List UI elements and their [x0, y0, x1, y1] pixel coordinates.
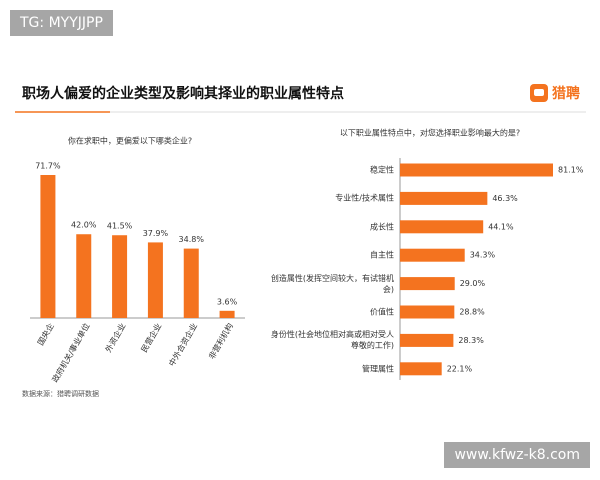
y-tick-label: 专业性/技术属性	[335, 193, 394, 203]
watermark: www.kfwz-k8.com	[444, 442, 590, 468]
bar	[400, 163, 553, 177]
watermark: TG: MYYJJPP	[10, 10, 113, 36]
logo-icon-inner	[534, 89, 544, 96]
value-label: 44.1%	[488, 222, 514, 231]
bar	[40, 175, 56, 318]
y-tick-label: 自主性	[370, 250, 394, 260]
value-label: 81.1%	[558, 166, 584, 175]
bar	[400, 305, 455, 319]
x-tick-label: 民营企业	[139, 321, 164, 354]
x-tick-label: 中外合资企业	[166, 321, 199, 368]
value-label: 37.9%	[143, 229, 169, 238]
bar	[400, 277, 455, 291]
x-tick-label: 非营利机构	[206, 321, 235, 361]
y-tick-label: 成长性	[370, 222, 394, 232]
bar	[400, 191, 488, 205]
value-label: 22.1%	[447, 364, 473, 373]
bar	[112, 235, 128, 318]
bar	[219, 310, 235, 318]
bar	[400, 362, 442, 376]
chart-subtitle: 以下职业属性特点中，对您选择职业影响最大的是?	[340, 128, 520, 138]
value-label: 29.0%	[460, 279, 486, 288]
chart-subtitle: 你在求职中，更偏爱以下哪类企业?	[68, 136, 192, 146]
value-label: 34.3%	[470, 251, 496, 260]
value-label: 46.3%	[492, 194, 518, 203]
y-tick-label: 稳定性	[370, 165, 394, 175]
page-title: 职场人偏爱的企业类型及影响其择业的职业属性特点	[22, 85, 344, 102]
x-tick-label: 国央企	[35, 321, 56, 347]
value-label: 28.3%	[458, 336, 484, 345]
value-label: 34.8%	[179, 235, 205, 244]
y-tick-label: 创造属性(发挥空间较大，有试错机会)	[270, 273, 394, 294]
bar	[400, 220, 484, 234]
value-label: 71.7%	[35, 162, 61, 171]
value-label: 28.8%	[459, 308, 485, 317]
source-note: 数据来源：猎聘调研数据	[22, 389, 99, 398]
y-tick-label: 身份性(社会地位相对高或相对受人尊敬的工作)	[270, 330, 394, 351]
value-label: 42.0%	[71, 221, 97, 230]
x-tick-label: 政府机关/事业单位	[50, 321, 92, 384]
value-label: 41.5%	[107, 222, 133, 231]
bar	[183, 248, 199, 318]
value-label: 3.6%	[217, 297, 238, 306]
bar	[400, 333, 454, 347]
x-tick-label: 外资企业	[103, 321, 128, 354]
bar	[76, 234, 92, 318]
bar	[400, 248, 465, 262]
y-tick-label: 管理属性	[362, 364, 394, 374]
bar	[147, 242, 163, 318]
y-tick-label: 价值性	[370, 307, 394, 317]
logo-text: 猎聘	[552, 85, 580, 102]
